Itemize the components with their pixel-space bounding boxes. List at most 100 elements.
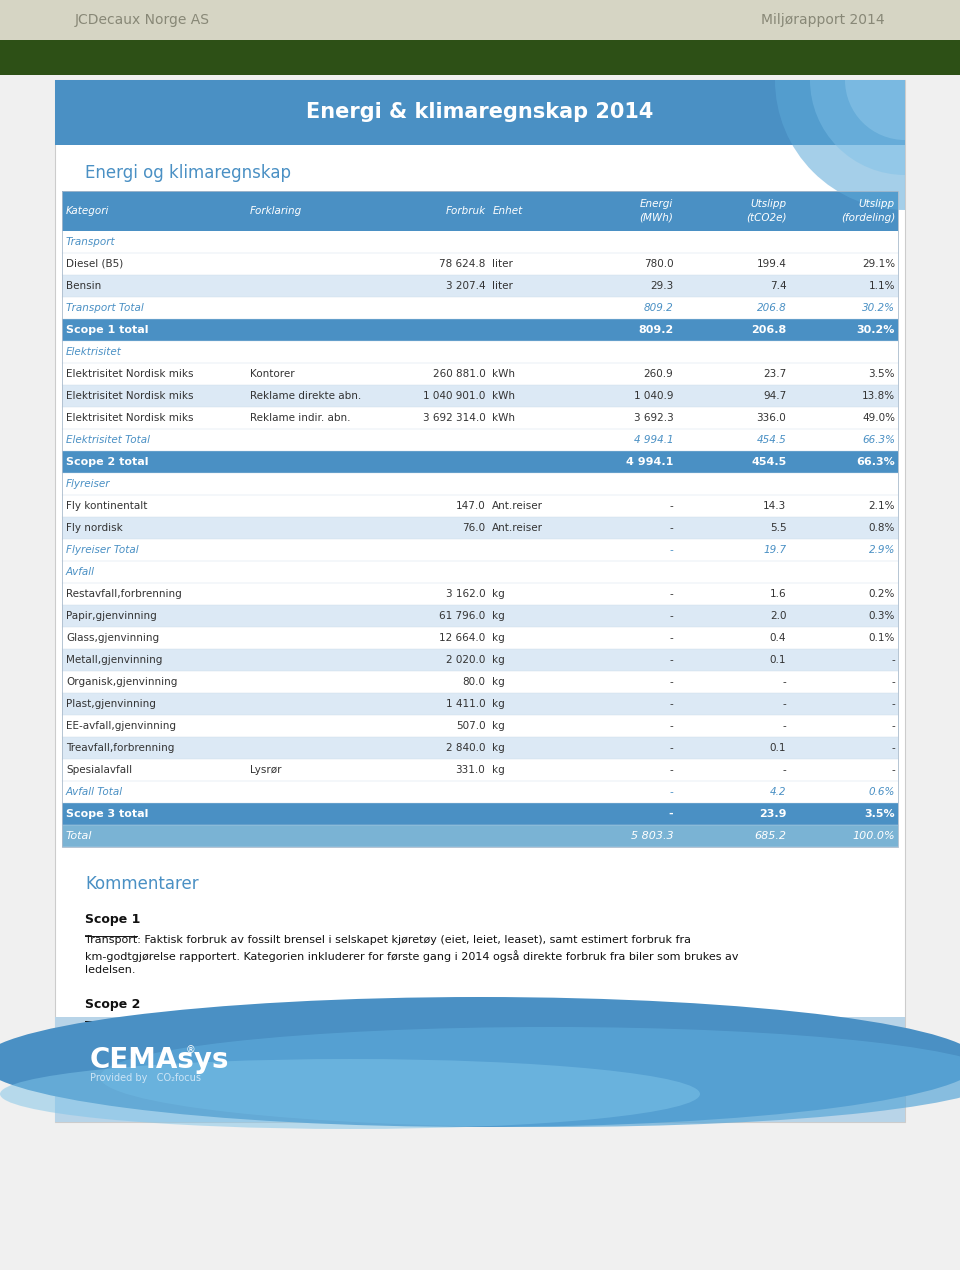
Text: 66.3%: 66.3% <box>862 436 895 444</box>
Text: -: - <box>782 765 786 775</box>
Ellipse shape <box>100 1027 960 1126</box>
Bar <box>62 253 898 276</box>
Text: Kategori: Kategori <box>66 206 109 216</box>
Text: Lysrør: Lysrør <box>250 765 281 775</box>
Text: 1 040.9: 1 040.9 <box>634 391 674 401</box>
Text: Forklaring: Forklaring <box>250 206 302 216</box>
Text: Total: Total <box>66 831 92 841</box>
Text: -: - <box>891 655 895 665</box>
Text: 0.1%: 0.1% <box>869 632 895 643</box>
Text: Elektrisitet: Målt forbruk av elektrisitet i egen-eide eller leide lokaler/bygg,: Elektrisitet: Målt forbruk av elektrisit… <box>85 1020 732 1033</box>
Text: liter: liter <box>492 259 514 269</box>
Text: Energi: Energi <box>640 199 674 210</box>
Text: -: - <box>891 698 895 709</box>
Wedge shape <box>845 80 905 140</box>
Text: Transport Total: Transport Total <box>66 304 144 312</box>
Text: kg: kg <box>492 743 505 753</box>
Text: 3.5%: 3.5% <box>869 370 895 378</box>
Text: Diesel (B5): Diesel (B5) <box>66 259 123 269</box>
Text: Reklame direkte abn.: Reklame direkte abn. <box>250 391 361 401</box>
Bar <box>62 826 898 847</box>
Text: 206.8: 206.8 <box>756 304 786 312</box>
Bar <box>62 583 898 605</box>
Text: kg: kg <box>492 611 505 621</box>
Text: 199.4: 199.4 <box>756 259 786 269</box>
Text: 19.7: 19.7 <box>763 545 786 555</box>
Bar <box>62 231 898 253</box>
Text: 454.5: 454.5 <box>756 436 786 444</box>
Bar <box>62 190 898 231</box>
Text: Reklame indir. abn.: Reklame indir. abn. <box>250 413 350 423</box>
Text: Scope 3 total: Scope 3 total <box>66 809 149 819</box>
Text: -: - <box>670 698 674 709</box>
Text: -: - <box>782 698 786 709</box>
Text: Elektrisitet Nordisk miks: Elektrisitet Nordisk miks <box>66 391 194 401</box>
Text: Fly nordisk: Fly nordisk <box>66 523 123 533</box>
Text: 3 692 314.0: 3 692 314.0 <box>422 413 486 423</box>
Text: 80.0: 80.0 <box>463 677 486 687</box>
Text: 2.1%: 2.1% <box>869 500 895 511</box>
Bar <box>62 517 898 538</box>
Text: Utslipp: Utslipp <box>750 199 786 210</box>
Text: 0.6%: 0.6% <box>869 787 895 798</box>
Text: 1 040 901.0: 1 040 901.0 <box>423 391 486 401</box>
Text: kWh: kWh <box>492 370 516 378</box>
Text: (tCO2e): (tCO2e) <box>746 213 786 224</box>
Text: Scope 2: Scope 2 <box>85 998 140 1011</box>
Bar <box>62 627 898 649</box>
Text: 3 207.4: 3 207.4 <box>445 281 486 291</box>
Text: Avfall Total: Avfall Total <box>66 787 123 798</box>
Text: -: - <box>669 809 674 819</box>
Text: 7.4: 7.4 <box>770 281 786 291</box>
Text: 4 994.1: 4 994.1 <box>634 436 674 444</box>
Text: Transport: Faktisk forbruk av fossilt brensel i selskapet kjøretøy (eiet, leiet,: Transport: Faktisk forbruk av fossilt br… <box>85 935 691 945</box>
Text: Utslipp: Utslipp <box>859 199 895 210</box>
Text: Miljørapport 2014: Miljørapport 2014 <box>761 13 885 27</box>
Text: -: - <box>670 545 674 555</box>
Text: 1.1%: 1.1% <box>869 281 895 291</box>
Text: -: - <box>891 721 895 732</box>
Text: 809.2: 809.2 <box>644 304 674 312</box>
Text: Transport: Transport <box>66 237 115 246</box>
Ellipse shape <box>0 997 960 1126</box>
Text: -: - <box>891 765 895 775</box>
Text: -: - <box>670 655 674 665</box>
Bar <box>62 319 898 342</box>
Text: 331.0: 331.0 <box>456 765 486 775</box>
Bar <box>62 759 898 781</box>
Text: 94.7: 94.7 <box>763 391 786 401</box>
Bar <box>62 693 898 715</box>
Text: 4.2: 4.2 <box>770 787 786 798</box>
Text: Kommentarer: Kommentarer <box>85 875 199 893</box>
Text: Ant.reiser: Ant.reiser <box>492 523 543 533</box>
Text: Elektrisitet Total: Elektrisitet Total <box>66 436 150 444</box>
Text: Scope 2 total: Scope 2 total <box>66 457 149 467</box>
Text: Avfall: Avfall <box>66 566 95 577</box>
Text: Ant.reiser: Ant.reiser <box>492 500 543 511</box>
Text: 23.7: 23.7 <box>763 370 786 378</box>
Text: (fordeling): (fordeling) <box>841 213 895 224</box>
Text: Spesialavfall: Spesialavfall <box>66 765 132 775</box>
Text: 507.0: 507.0 <box>456 721 486 732</box>
Text: Forbruk: Forbruk <box>445 206 486 216</box>
Bar <box>62 297 898 319</box>
Text: Kontorer: Kontorer <box>250 370 295 378</box>
Text: 4 994.1: 4 994.1 <box>626 457 674 467</box>
Text: Elektrisitet Nordisk miks: Elektrisitet Nordisk miks <box>66 370 194 378</box>
Text: 14.3: 14.3 <box>763 500 786 511</box>
Text: Bensin: Bensin <box>66 281 101 291</box>
Text: 100.0%: 100.0% <box>852 831 895 841</box>
Text: Metall,gjenvinning: Metall,gjenvinning <box>66 655 162 665</box>
Bar <box>62 276 898 297</box>
Text: -: - <box>782 677 786 687</box>
Text: 12 664.0: 12 664.0 <box>439 632 486 643</box>
Text: 780.0: 780.0 <box>644 259 674 269</box>
Bar <box>55 1017 905 1121</box>
Bar <box>62 451 898 472</box>
Text: -: - <box>670 721 674 732</box>
Bar <box>55 80 905 145</box>
Text: 0.1: 0.1 <box>770 743 786 753</box>
Text: -: - <box>670 743 674 753</box>
Bar <box>62 649 898 671</box>
Bar <box>62 472 898 495</box>
